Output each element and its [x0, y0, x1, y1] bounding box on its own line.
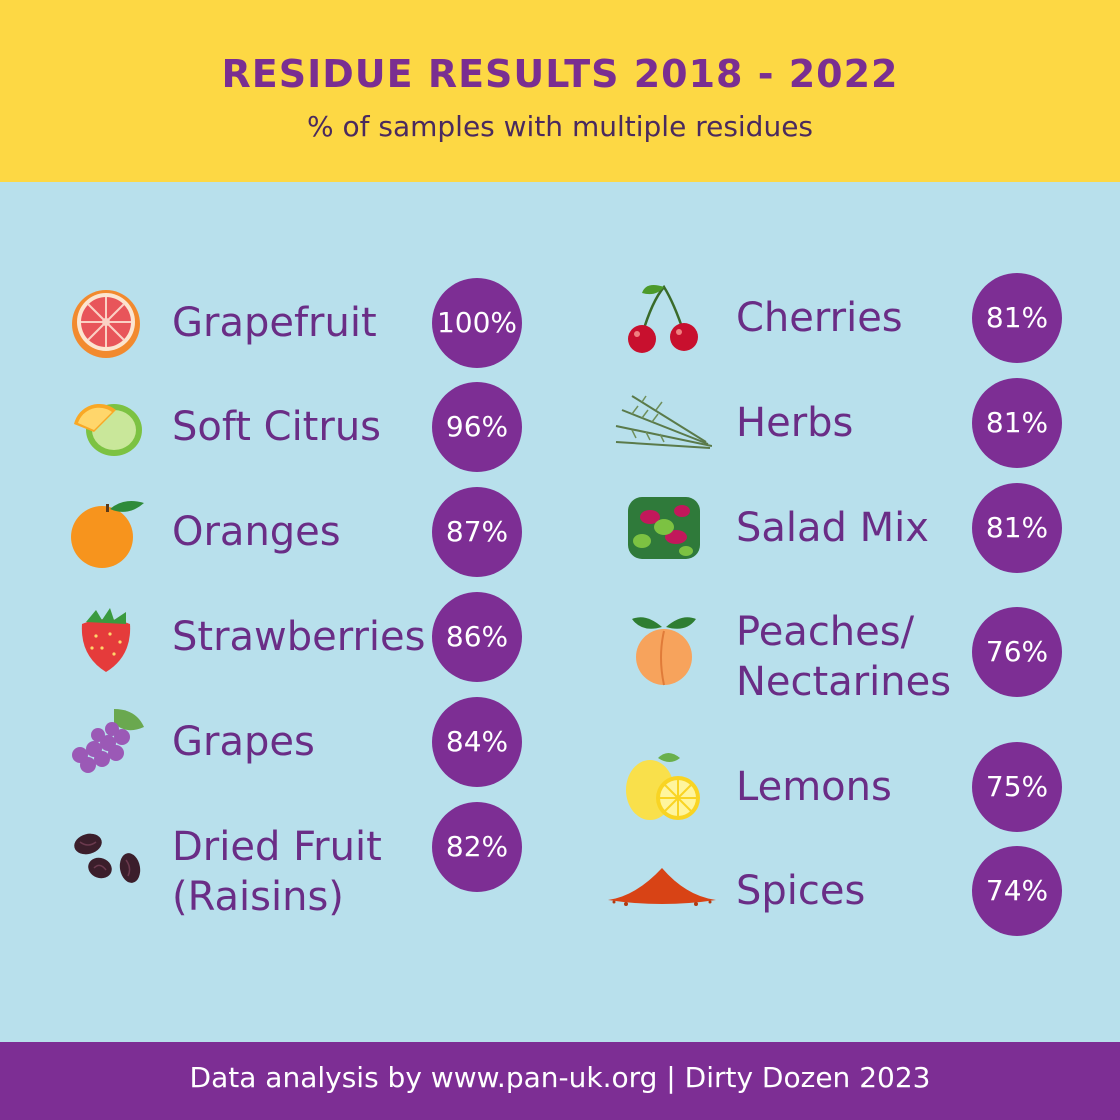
- header-band: RESIDUE RESULTS 2018 - 2022 % of samples…: [0, 0, 1120, 182]
- item-salad-mix: Salad Mix 81%: [606, 483, 1066, 573]
- item-label: Spices: [736, 868, 866, 914]
- raisins-icon: [66, 816, 146, 890]
- value-badge: 82%: [432, 802, 522, 892]
- value-badge: 86%: [432, 592, 522, 682]
- salad-icon: [624, 491, 704, 565]
- orange-icon: [66, 495, 146, 569]
- soft-citrus-icon: [66, 390, 146, 464]
- value-badge: 81%: [972, 273, 1062, 363]
- page-subtitle: % of samples with multiple residues: [306, 110, 814, 143]
- item-label: Salad Mix: [736, 505, 929, 551]
- peach-icon: [624, 613, 704, 687]
- item-lemons: Lemons 75%: [606, 742, 1066, 832]
- herbs-icon: [612, 386, 712, 460]
- item-cherries: Cherries 81%: [606, 273, 1066, 363]
- value-badge: 81%: [972, 378, 1062, 468]
- item-herbs: Herbs 81%: [606, 378, 1066, 468]
- strawberry-icon: [66, 600, 146, 674]
- item-strawberries: Strawberries 86%: [66, 592, 526, 682]
- item-label: Strawberries: [172, 614, 426, 660]
- item-label: Grapes: [172, 719, 315, 765]
- item-label: Grapefruit: [172, 300, 377, 346]
- value-badge: 84%: [432, 697, 522, 787]
- item-label: Oranges: [172, 509, 341, 555]
- value-badge: 87%: [432, 487, 522, 577]
- item-label: Herbs: [736, 400, 854, 446]
- page-title: RESIDUE RESULTS 2018 - 2022: [221, 52, 899, 96]
- value-badge: 76%: [972, 607, 1062, 697]
- spices-icon: [606, 854, 716, 928]
- item-label: Peaches/ Nectarines: [736, 609, 952, 705]
- footer-credit: Data analysis by www.pan-uk.org | Dirty …: [0, 1042, 1120, 1120]
- value-badge: 81%: [972, 483, 1062, 573]
- value-badge: 75%: [972, 742, 1062, 832]
- item-oranges: Oranges 87%: [66, 487, 526, 577]
- grapes-icon: [66, 705, 146, 779]
- item-label: Cherries: [736, 295, 903, 341]
- item-label: Dried Fruit (Raisins): [172, 824, 382, 920]
- value-badge: 96%: [432, 382, 522, 472]
- item-dried-fruit: Dried Fruit (Raisins) 82%: [66, 802, 526, 932]
- item-label: Lemons: [736, 764, 892, 810]
- lemon-icon: [624, 750, 704, 824]
- item-soft-citrus: Soft Citrus 96%: [66, 382, 526, 472]
- value-badge: 100%: [432, 278, 522, 368]
- item-spices: Spices 74%: [606, 846, 1066, 936]
- item-peaches: Peaches/ Nectarines 76%: [606, 607, 1066, 717]
- item-grapes: Grapes 84%: [66, 697, 526, 787]
- item-label: Soft Citrus: [172, 404, 382, 450]
- grapefruit-icon: [66, 286, 146, 360]
- cherries-icon: [624, 281, 704, 355]
- item-grapefruit: Grapefruit 100%: [66, 278, 526, 368]
- value-badge: 74%: [972, 846, 1062, 936]
